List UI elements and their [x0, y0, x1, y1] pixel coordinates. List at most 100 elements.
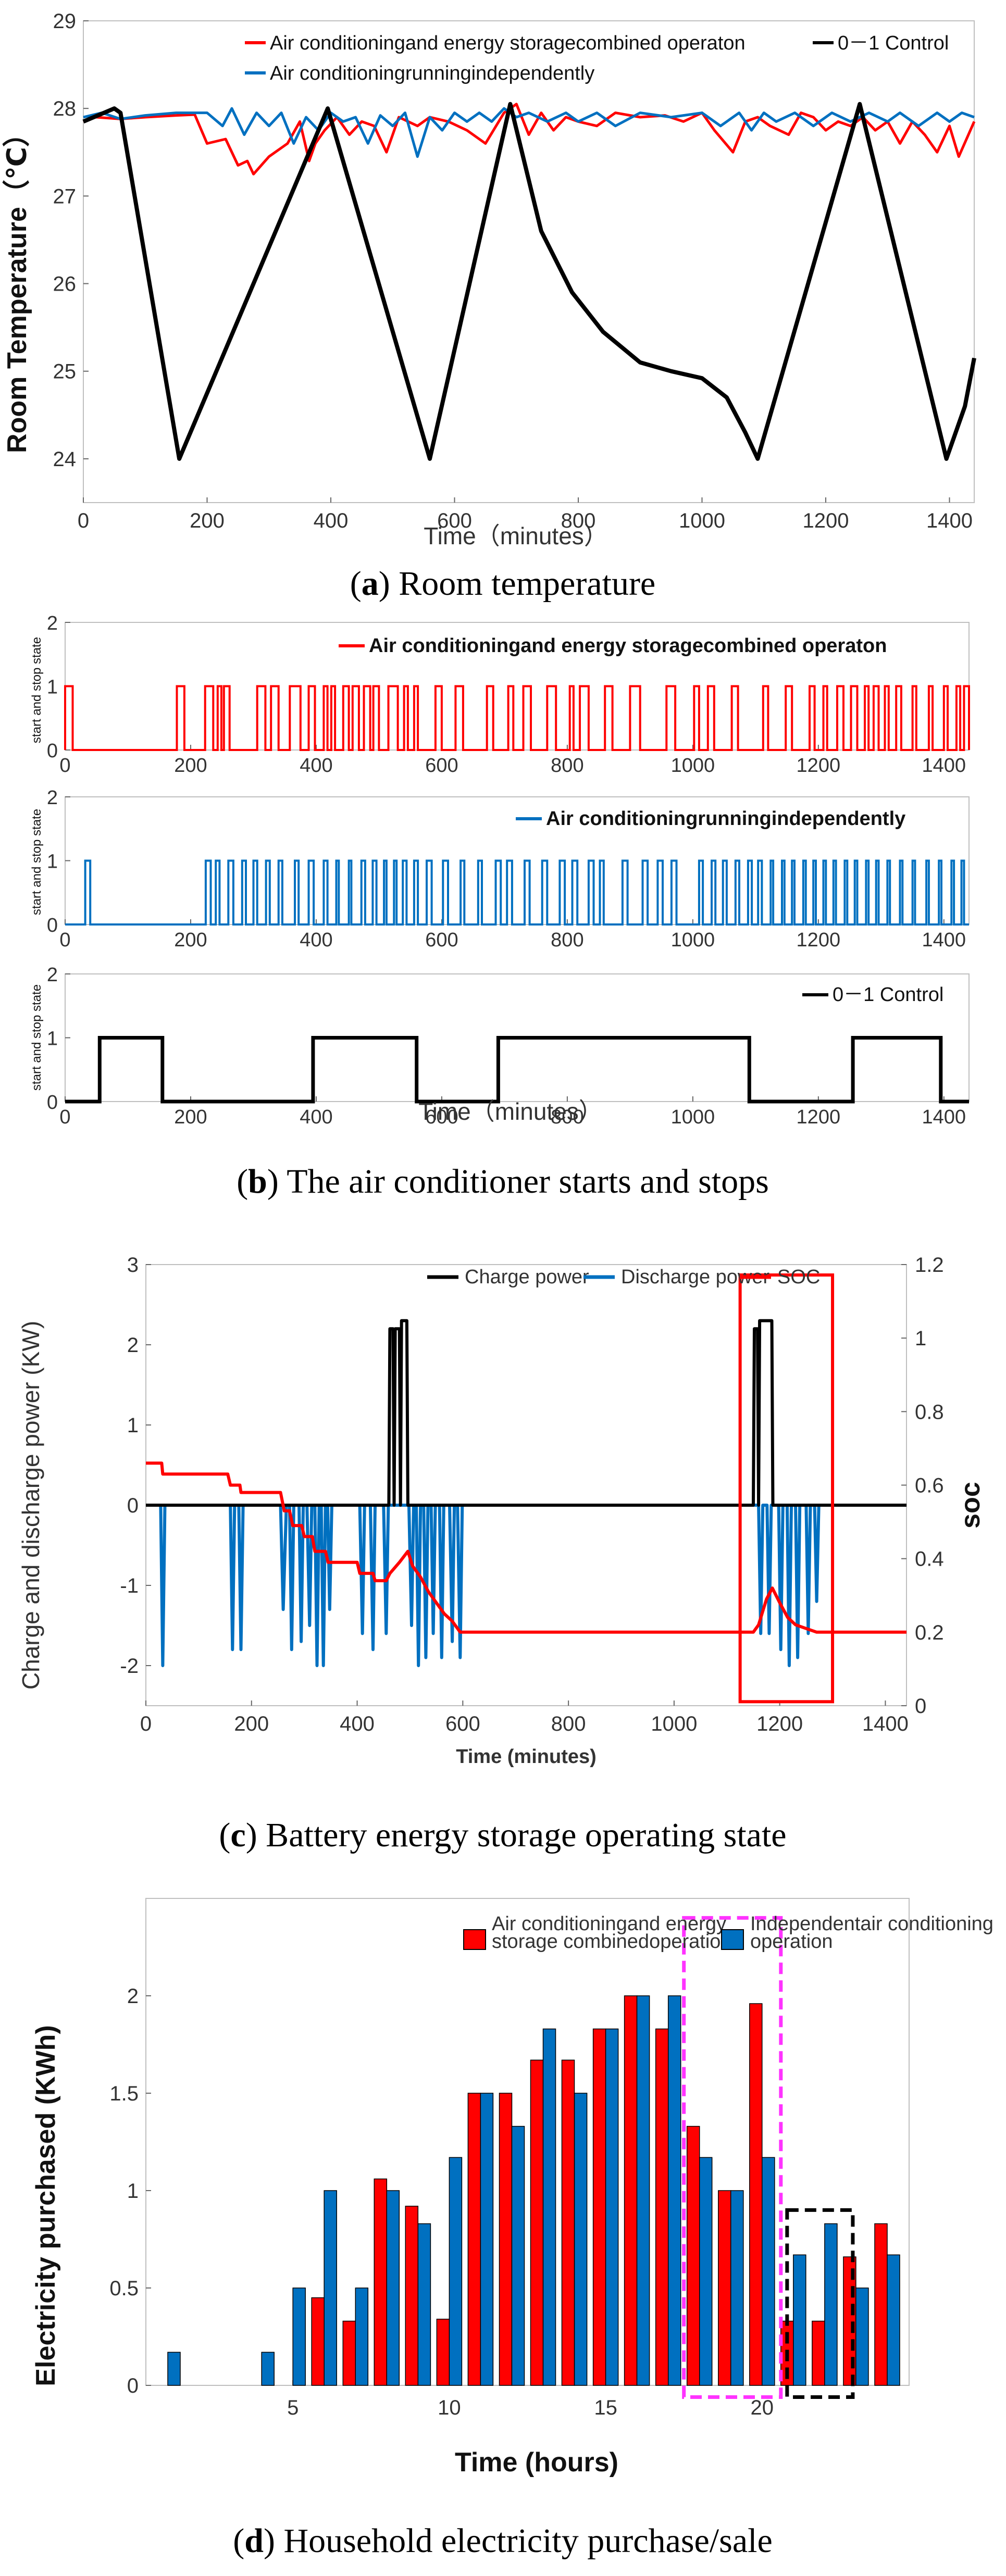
panel-d-bar-independent: [824, 2223, 838, 2386]
panel-c-legend: Charge power Discharge power SOC: [427, 1266, 820, 1288]
panel-b3-y-tick-label: 0: [47, 1092, 58, 1114]
panel-c-caption: (c) Battery energy storage operating sta…: [219, 1816, 786, 1854]
panel-b1-x-tick-label: 1000: [671, 755, 715, 777]
panel-d-bar-independent: [386, 2190, 400, 2386]
panel-a-y-tick-label: 26: [53, 273, 77, 296]
panel-a-x-tick-label: 200: [190, 509, 225, 532]
panel-d-magenta-dashed-box: [682, 1916, 783, 2399]
panel-b2-y-tick-label: 2: [47, 787, 58, 809]
panel-b2-x-tick-label: 800: [551, 929, 583, 951]
panel-b-step-line-control: [65, 1036, 969, 1104]
panel-a-x-tick-label: 0: [78, 509, 89, 532]
panel-a-frame: [83, 20, 975, 503]
panel-d-black-dashed-box: [785, 2208, 855, 2399]
panel-b1-x-tick-label: 600: [425, 755, 458, 777]
panel-c-y-tick-label: 2: [127, 1334, 139, 1357]
panel-c-x-tick-label: 200: [234, 1712, 269, 1735]
legend-label-combined: Air conditioningand energy storagecombin…: [270, 32, 746, 54]
panel-d-bar-independent: [324, 2190, 337, 2386]
panel-d-plot-area: 5 10 15 20 0 0.5 1 1.5 2: [109, 1898, 910, 2419]
panel-b3-x-tick-label: 800: [551, 1106, 583, 1128]
panel-c-y-tick-label: 3: [127, 1254, 139, 1277]
panel-b-caption: (b) The air conditioner starts and stops: [237, 1162, 769, 1201]
panel-b1-y-axis-label: start and stop state: [30, 637, 44, 743]
panel-d-x-tick-label: 20: [751, 2396, 774, 2419]
panel-b2-x-tick-label: 200: [174, 929, 207, 951]
panel-d-bar-combined: [749, 2003, 763, 2386]
panel-c-y2-axis-label: soc: [955, 1482, 986, 1529]
panel-c-y2-tick-label: 0.8: [915, 1400, 944, 1423]
panel-c-y2-tick-label: 1.2: [915, 1254, 944, 1277]
panel-a-caption-letter: a: [362, 565, 379, 603]
legend-label-combined-bar-2: storage combinedoperation: [492, 1931, 732, 1953]
panel-c-x-axis-label: Time (minutes): [456, 1746, 597, 1768]
panel-d-bar-combined: [686, 2125, 700, 2386]
panel-a-y-axis-label: Room Temperature（℃）: [2, 120, 32, 453]
panel-d-bar-independent: [167, 2352, 181, 2386]
panel-a-x-tick-label: 1400: [926, 509, 973, 532]
panel-a-y-tick-label: 29: [53, 10, 77, 33]
panel-d-bar-independent: [855, 2287, 869, 2386]
panel-d-x-axis-label: Time (hours): [455, 2447, 618, 2478]
panel-d-y-tick-label: 1.5: [109, 2082, 139, 2105]
panel-d-bar-combined: [342, 2320, 356, 2386]
panel-b-caption-letter: b: [248, 1162, 267, 1201]
panel-b2-x-tick-label: 1000: [671, 929, 715, 951]
legend-label-b2: Air conditioningrunningindependently: [546, 808, 905, 830]
panel-c-x-tick-label: 0: [140, 1712, 152, 1735]
panel-d-bar-independent: [449, 2157, 463, 2386]
panel-a-y-tick-label: 24: [53, 448, 77, 471]
legend-label-combined-bar-1: Air conditioningand energy: [492, 1913, 726, 1935]
panel-b3-y-tick-label: 1: [47, 1028, 58, 1050]
panel-b1-y-tick-label: 0: [47, 740, 58, 762]
panel-a-y-tick-label: 27: [53, 185, 77, 208]
panel-d-x-tick-label: 5: [287, 2396, 299, 2419]
panel-d-bar-combined: [874, 2223, 888, 2386]
panel-a-x-tick-label: 1200: [803, 509, 849, 532]
panel-b1-x-tick-label: 1400: [922, 755, 966, 777]
panel-d-bar-independent: [730, 2190, 744, 2386]
panel-b3-x-tick-label: 1400: [922, 1106, 966, 1128]
legend-swatch-combined-bar: [463, 1929, 486, 1950]
panel-d-bar-combined: [561, 2059, 575, 2386]
panel-a-series-line-independent: [83, 107, 975, 158]
panel-c-plot-area: 0 200 400 600 800 1000 1200 1400 -2 -1 0 1 2 3 0 0.2 0.4…: [120, 1254, 943, 1735]
panel-b3-x-tick-label: 600: [425, 1106, 458, 1128]
panel-b1-y-tick-label: 2: [47, 612, 58, 634]
panel-d-bar-combined: [812, 2320, 825, 2386]
panel-c-x-tick-label: 400: [340, 1712, 375, 1735]
legend-label-independent: Air conditioningrunningindependently: [270, 62, 594, 84]
panel-d-bar-independent: [511, 2125, 525, 2386]
panel-d-bar-independent: [793, 2254, 806, 2386]
panel-a-series-line-control: [82, 102, 976, 461]
panel-d-y-tick-label: 0: [127, 2374, 139, 2397]
panel-a-caption: (a) Room temperature: [350, 565, 655, 603]
panel-d-frame: [145, 1898, 910, 2386]
panel-d-bar-independent: [261, 2352, 275, 2386]
panel-c-x-tick-label: 1400: [862, 1712, 909, 1735]
panel-c-x-tick-label: 800: [551, 1712, 586, 1735]
panel-d-bar-combined: [530, 2059, 544, 2386]
panel-c-y-tick-label: -1: [120, 1574, 139, 1597]
panel-d-bar-combined: [655, 2028, 669, 2386]
panel-c-battery: 0 200 400 600 800 1000 1200 1400 -2 -1 0 1 2 3 0 0.2 0.4…: [17, 1254, 986, 1854]
panel-b2-x-tick-label: 600: [425, 929, 458, 951]
panel-a-x-tick-label: 800: [561, 509, 596, 532]
panel-b-step-line-combined: [64, 685, 970, 751]
panel-a-y-tick-label: 25: [53, 360, 77, 383]
legend-label-independent-bar-2: operation: [750, 1931, 833, 1953]
panel-c-y-tick-label: 0: [127, 1494, 139, 1517]
panel-d-bar-combined: [436, 2319, 450, 2386]
panel-b1-x-tick-label: 800: [551, 755, 583, 777]
panel-d-x-tick-label: 15: [594, 2396, 617, 2419]
panel-d-bar-independent: [574, 2093, 588, 2386]
panel-d-x-tick-label: 10: [438, 2396, 461, 2419]
panel-d-bar-independent: [636, 1995, 650, 2386]
panel-d-bar-independent: [667, 1995, 681, 2386]
panel-c-y2-tick-label: 0: [915, 1695, 926, 1718]
panel-b2-x-tick-label: 400: [300, 929, 332, 951]
panel-d-bar-independent: [762, 2157, 775, 2386]
panel-b-x-axis-label: Time（minutes）: [418, 1098, 603, 1125]
